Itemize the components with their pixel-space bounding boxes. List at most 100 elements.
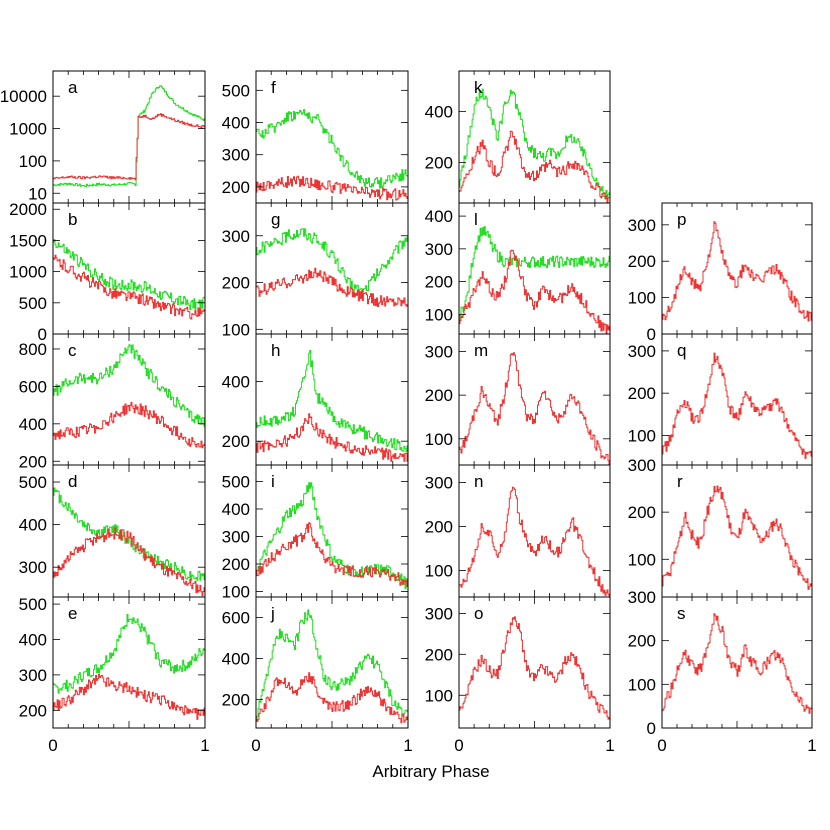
panel-label-n: n <box>474 472 483 491</box>
ytick-label-n: 200 <box>425 518 453 537</box>
ytick-label-s: 300 <box>628 588 656 607</box>
ytick-label-r: 300 <box>628 456 656 475</box>
ytick-label-e: 500 <box>19 595 47 614</box>
panel-label-g: g <box>271 210 280 229</box>
series-e-red <box>53 673 205 720</box>
series-g-green <box>256 228 408 298</box>
panel-r: 100 200 300 r <box>628 456 813 598</box>
xtick-label-s: 1 <box>807 736 816 755</box>
ytick-label-o: 100 <box>425 686 453 705</box>
panel-label-s: s <box>677 604 686 623</box>
panel-m: 100 200 300 m <box>425 333 611 466</box>
panel-l: 100 200 300 400 l <box>425 202 611 335</box>
panel-p: 0 100 200 300 p <box>628 202 813 344</box>
ytick-label-e: 400 <box>19 630 47 649</box>
ytick-label-g: 200 <box>222 274 250 293</box>
ytick-label-o: 200 <box>425 645 453 664</box>
xtick-label-e: 0 <box>48 736 57 755</box>
series-s-red <box>662 613 812 715</box>
ytick-label-m: 200 <box>425 386 453 405</box>
ytick-label-i: 100 <box>222 583 250 602</box>
panel-b: 0 500 1000 1500 2000 b <box>9 200 206 344</box>
series-g-red <box>256 267 408 307</box>
ytick-label-n: 100 <box>425 562 453 581</box>
series-n-red <box>459 486 610 597</box>
panel-c: 200 400 600 800 c <box>19 333 206 471</box>
panel-k: 200 400 k <box>425 70 611 204</box>
ytick-label-r: 200 <box>628 503 656 522</box>
ytick-label-l: 100 <box>425 305 453 324</box>
ytick-label-e: 200 <box>19 701 47 720</box>
series-o-red <box>459 616 610 720</box>
panel-label-l: l <box>474 210 478 229</box>
ytick-label-r: 100 <box>628 550 656 569</box>
axes-frame-r <box>661 464 813 598</box>
ytick-label-b: 1000 <box>9 263 47 282</box>
series-c-red <box>53 401 205 449</box>
panel-label-r: r <box>677 472 683 491</box>
series-d-red <box>53 527 205 597</box>
ytick-label-h: 400 <box>222 373 250 392</box>
xtick-label-o: 1 <box>605 736 614 755</box>
series-m-red <box>459 352 610 465</box>
ytick-label-s: 0 <box>647 719 656 738</box>
ytick-label-a: 1000 <box>9 120 47 139</box>
ytick-label-l: 300 <box>425 240 453 259</box>
ytick-label-f: 200 <box>222 178 250 197</box>
ytick-label-j: 600 <box>222 608 250 627</box>
ytick-label-e: 300 <box>19 666 47 685</box>
x-axis-label: Arbitrary Phase <box>372 762 489 781</box>
xtick-label-j: 1 <box>403 736 412 755</box>
panel-label-f: f <box>271 78 276 97</box>
panel-label-d: d <box>68 472 77 491</box>
ytick-label-q: 200 <box>628 384 656 403</box>
series-l-green <box>459 226 610 324</box>
series-j-green <box>256 609 408 721</box>
panel-label-o: o <box>474 604 483 623</box>
panel-label-a: a <box>68 78 78 97</box>
series-f-red <box>256 175 408 201</box>
axes-frame-l <box>458 202 611 335</box>
series-a-red <box>53 113 205 181</box>
series-j-red <box>256 672 408 724</box>
panel-o: 100 200 300 0 1 o <box>425 596 615 755</box>
ytick-label-p: 100 <box>628 289 656 308</box>
series-e-green <box>53 614 205 694</box>
panel-a: 10 100 1000 10000 a <box>0 70 206 204</box>
series-p-red <box>662 221 812 322</box>
ytick-label-c: 800 <box>19 340 47 359</box>
ytick-label-a: 10000 <box>0 87 47 106</box>
series-k-green <box>459 88 610 199</box>
ytick-label-k: 400 <box>425 103 453 122</box>
ytick-label-b: 2000 <box>9 200 47 219</box>
xtick-label-s: 0 <box>657 736 666 755</box>
panel-label-e: e <box>68 604 77 623</box>
panel-label-m: m <box>474 341 488 360</box>
ytick-label-s: 100 <box>628 675 656 694</box>
ytick-label-q: 300 <box>628 342 656 361</box>
series-q-red <box>662 352 812 459</box>
series-l-red <box>459 249 610 334</box>
ytick-label-a: 100 <box>19 152 47 171</box>
panel-g: 100 200 300 g <box>222 202 409 339</box>
ytick-label-g: 100 <box>222 320 250 339</box>
series-b-red <box>53 254 205 320</box>
series-a-green <box>53 85 205 187</box>
ytick-label-j: 400 <box>222 649 250 668</box>
ytick-label-p: 0 <box>647 325 656 344</box>
ytick-label-l: 200 <box>425 273 453 292</box>
xtick-label-o: 0 <box>454 736 463 755</box>
panel-label-k: k <box>474 78 483 97</box>
panel-f: 200 300 400 500 f <box>222 70 409 204</box>
panel-label-c: c <box>68 341 77 360</box>
ytick-label-j: 200 <box>222 690 250 709</box>
panel-h: 200 400 h <box>222 333 409 466</box>
panel-q: 100 200 300 q <box>628 333 813 466</box>
ytick-label-q: 100 <box>628 426 656 445</box>
panel-label-p: p <box>677 210 686 229</box>
ytick-label-g: 300 <box>222 227 250 246</box>
panel-s: 0 100 200 300 0 1 s <box>628 588 817 755</box>
series-h-red <box>256 413 408 462</box>
series-c-green <box>53 344 205 427</box>
series-h-green <box>256 349 408 452</box>
